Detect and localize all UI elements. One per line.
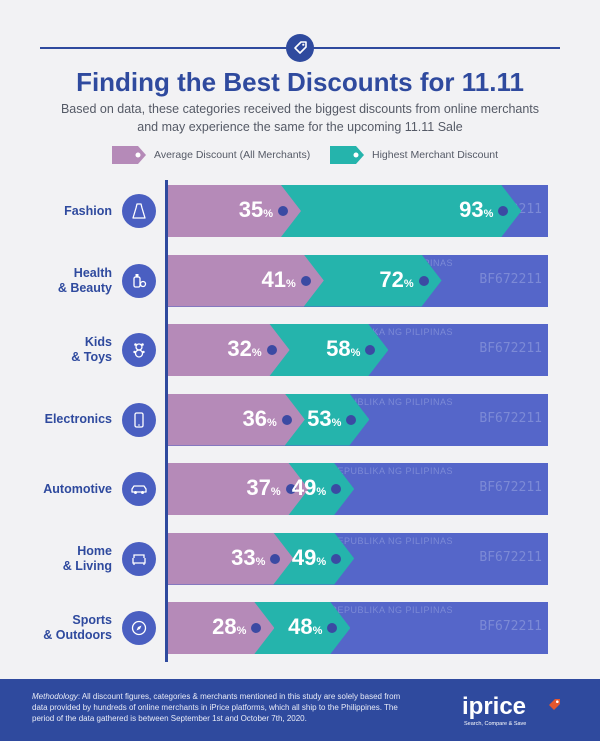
chart-row: Kids & Toys REPUBLIKA NG PILIPINAS BF67221… xyxy=(0,319,600,381)
bar-average-dot xyxy=(251,623,262,633)
cosmetics-icon xyxy=(122,263,156,298)
high-value-label: 49% xyxy=(291,544,327,570)
sofa-icon xyxy=(122,541,156,576)
banknote-serial: BF672211 xyxy=(479,619,542,634)
logo-tagline: Search, Compare & Save xyxy=(464,721,527,727)
high-value-label: 93% xyxy=(459,197,494,222)
discount-tag-icon xyxy=(286,34,314,62)
teddy-bear-icon xyxy=(122,333,156,367)
category-label: Home & Living xyxy=(30,528,112,590)
high-value-label: 58% xyxy=(326,336,361,361)
bar-highest-dot xyxy=(331,484,342,494)
category-label: Kids & Toys xyxy=(30,319,112,381)
avg-value-label: 37% xyxy=(246,475,281,500)
chart-legend: Average Discount (All Merchants) Highest… xyxy=(0,146,600,164)
chart-row: Automotive REPUBLIKA NG PILIPINAS BF672211… xyxy=(0,458,600,520)
bar-track: REPUBLIKA NG PILIPINAS BF672211 28% 48% xyxy=(168,602,548,654)
bar-highest-dot xyxy=(418,275,429,286)
bar-highest-dot xyxy=(327,623,338,633)
methodology-note: Methodology: All discount figures, categ… xyxy=(32,691,402,724)
chart-axis-line xyxy=(165,180,168,662)
category-label-text: Kids & Toys xyxy=(71,335,112,364)
legend-high-swatch xyxy=(330,146,364,164)
banknote-serial: BF672211 xyxy=(479,341,542,356)
car-icon xyxy=(122,472,156,506)
category-label: Electronics xyxy=(30,389,112,451)
avg-value-label: 36% xyxy=(242,405,277,431)
bar-track: REPUBLIKA NG PILIPINAS BF672211 33% 49% xyxy=(168,532,548,585)
chart-row: Home & Living REPUBLIKA NG PILIPINAS BF672… xyxy=(0,528,600,590)
chart-row: Sports & Outdoors REPUBLIKA NG PILIPINAS B… xyxy=(0,597,600,659)
banknote-serial: BF672211 xyxy=(479,271,542,287)
logo-tag-icon xyxy=(549,699,560,710)
bar-track: REPUBLIKA NG PILIPINAS BF672211 36% 53% xyxy=(168,393,548,446)
logo-wordmark: iprice xyxy=(462,693,527,720)
high-value-label: 49% xyxy=(291,475,327,500)
bar-highest-dot xyxy=(365,345,376,355)
bar-highest-dot xyxy=(331,553,342,564)
bar-average-dot xyxy=(278,206,288,216)
bar-track: REPUBLIKA NG PILIPINAS BF672211 32% 58% xyxy=(168,324,548,376)
iprice-logo: iprice Search, Compare & Save xyxy=(462,693,572,733)
banknote-watermark: REPUBLIKA NG PILIPINAS xyxy=(330,396,453,407)
legend-avg-swatch xyxy=(112,146,146,164)
legend-high-label: Highest Merchant Discount xyxy=(372,149,499,161)
methodology-label: Methodology xyxy=(32,692,78,701)
bar-average-discount xyxy=(168,463,309,515)
category-label: Health & Beauty xyxy=(30,250,112,312)
bar-average-dot xyxy=(285,484,296,494)
category-label: Sports & Outdoors xyxy=(30,597,112,659)
category-label-text: Health & Beauty xyxy=(57,265,112,295)
page-title: Finding the Best Discounts for 11.11 xyxy=(76,67,524,97)
bar-track: REPUBLIKA NG PILIPINAS BF672211 37% 49% xyxy=(168,463,548,515)
footer: Methodology: All discount figures, categ… xyxy=(0,679,600,741)
bar-average-dot xyxy=(300,275,311,286)
legend-item-avg: Average Discount (All Merchants) xyxy=(112,146,310,164)
category-label-text: Sports & Outdoors xyxy=(43,613,112,642)
banknote-serial: BF672211 xyxy=(479,549,542,565)
bar-average-dot xyxy=(270,553,281,564)
chart-row: FashionREPUBLIKA NG PILIPINASBF67221135%… xyxy=(0,180,600,242)
avg-value-label: 33% xyxy=(231,544,266,570)
category-label-text: Automotive xyxy=(43,481,112,496)
category-label: Automotive xyxy=(30,458,112,520)
smartphone-icon xyxy=(122,402,156,437)
bar-highest-dot xyxy=(346,414,357,425)
methodology-text: : All discount figures, categories & mer… xyxy=(32,692,401,723)
category-label: Fashion xyxy=(30,180,112,242)
avg-value-label: 41% xyxy=(261,266,296,292)
dress-icon xyxy=(122,194,156,228)
category-label-text: Home & Living xyxy=(62,543,112,573)
high-value-label: 72% xyxy=(379,266,414,292)
chart-row: Electronics REPUBLIKA NG PILIPINAS BF67221… xyxy=(0,389,600,451)
banknote-serial: BF672211 xyxy=(479,410,542,426)
banknote-watermark: REPUBLIKA NG PILIPINAS xyxy=(330,466,453,476)
high-value-label: 53% xyxy=(307,405,342,431)
avg-value-label: 32% xyxy=(227,336,262,361)
bar-highest-dot xyxy=(498,206,509,216)
avg-value-label: 28% xyxy=(212,614,247,639)
category-label-text: Fashion xyxy=(64,203,112,218)
category-label-text: Electronics xyxy=(44,412,112,426)
avg-value-label: 35% xyxy=(238,197,273,222)
compass-icon xyxy=(122,611,156,645)
bar-average-discount xyxy=(168,255,324,307)
legend-avg-label: Average Discount (All Merchants) xyxy=(154,149,311,161)
bar-average-dot xyxy=(266,345,277,355)
high-value-label: 48% xyxy=(288,614,323,639)
page-subtitle: Based on data, these categories received… xyxy=(60,102,540,134)
banknote-watermark: REPUBLIKA NG PILIPINAS xyxy=(330,605,453,615)
bar-average-dot xyxy=(281,414,292,425)
chart-row: Health & BeautyREPUBLIKA NG PILIPINASBF6… xyxy=(0,250,600,312)
bar-track: REPUBLIKA NG PILIPINASBF67221135%93% xyxy=(168,185,548,237)
banknote-watermark: REPUBLIKA NG PILIPINAS xyxy=(330,535,453,546)
banknote-watermark: REPUBLIKA NG PILIPINAS xyxy=(330,327,453,337)
banknote-serial: BF672211 xyxy=(479,480,542,495)
legend-item-high: Highest Merchant Discount xyxy=(330,146,498,164)
